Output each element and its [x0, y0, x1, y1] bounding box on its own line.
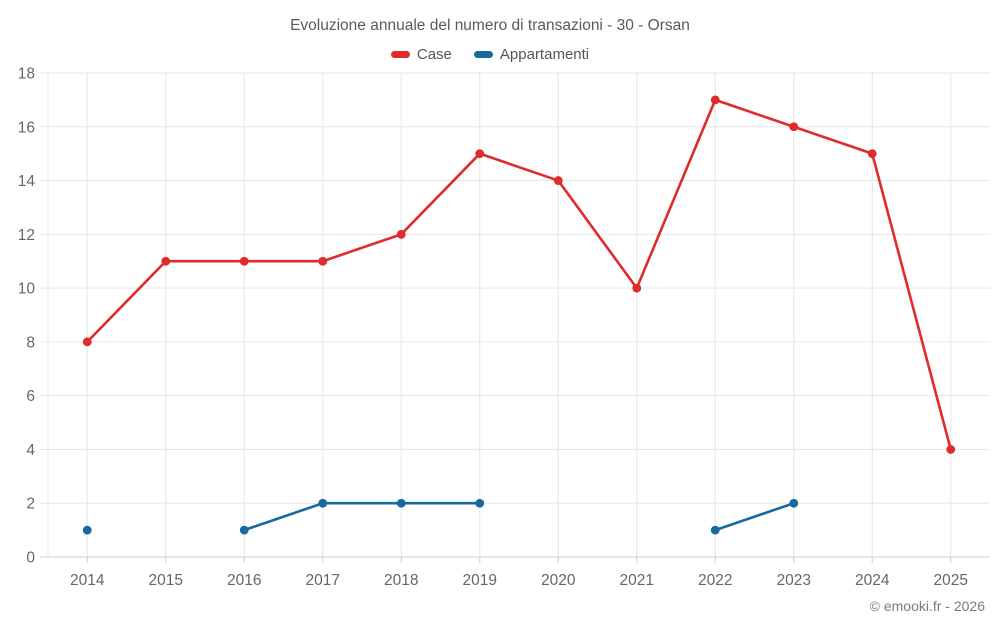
- legend-item-appartamenti[interactable]: Appartamenti: [473, 46, 590, 63]
- legend-item-case[interactable]: Case: [390, 46, 452, 63]
- series-point-appartamenti: [789, 498, 799, 508]
- x-tick-label: 2016: [227, 572, 261, 589]
- y-tick-label: 18: [18, 66, 35, 83]
- legend-swatch-icon: [473, 51, 493, 58]
- series-point-appartamenti: [396, 498, 406, 508]
- y-tick-label: 6: [26, 388, 35, 405]
- series-point-case: [161, 256, 171, 266]
- series-point-case: [82, 337, 92, 347]
- series-point-case: [710, 95, 720, 105]
- x-tick-label: 2024: [855, 572, 890, 589]
- series-point-case: [946, 445, 956, 454]
- series-point-case: [553, 176, 563, 185]
- x-tick-label: 2023: [777, 572, 811, 589]
- y-tick-label: 14: [18, 173, 36, 190]
- series-line-appartamenti: [713, 501, 796, 532]
- legend-item-label: Case: [416, 46, 452, 63]
- series-line-case: [85, 98, 953, 451]
- series-point-appartamenti: [239, 525, 249, 535]
- legend-swatch-icon: [390, 51, 410, 58]
- y-tick-label: 0: [26, 550, 35, 567]
- series-point-case: [789, 122, 799, 132]
- series-point-case: [475, 149, 485, 159]
- series-point-appartamenti: [475, 498, 485, 508]
- attribution: © emooki.fr - 2026: [869, 598, 985, 614]
- x-tick-label: 2014: [70, 572, 105, 589]
- x-tick-label: 2025: [934, 572, 968, 589]
- chart-title: Evoluzione annuale del numero di transaz…: [290, 17, 690, 34]
- x-tick-label: 2018: [384, 572, 418, 589]
- y-tick-label: 8: [26, 334, 35, 351]
- x-tick-label: 2022: [698, 572, 732, 589]
- x-tick-label: 2020: [541, 572, 576, 589]
- y-tick-label: 4: [26, 442, 35, 459]
- y-tick-label: 10: [18, 281, 36, 298]
- x-tick-label: 2015: [149, 572, 183, 589]
- x-tick-label: 2017: [306, 572, 340, 589]
- series-point-appartamenti: [710, 525, 720, 535]
- series-point-case: [239, 256, 249, 266]
- series-point-case: [632, 283, 642, 293]
- series-point-case: [867, 149, 877, 159]
- y-tick-label: 2: [26, 496, 35, 513]
- chart-legend: Case Appartamenti: [0, 46, 980, 63]
- series-point-appartamenti: [82, 525, 92, 535]
- y-tick-label: 16: [18, 119, 35, 136]
- x-tick-label: 2021: [620, 572, 654, 589]
- series-point-case: [396, 229, 406, 239]
- series-point-appartamenti: [318, 498, 328, 508]
- x-tick-label: 2019: [463, 572, 497, 589]
- series-point-case: [318, 256, 328, 266]
- y-tick-label: 12: [18, 227, 35, 244]
- legend-item-label: Appartamenti: [499, 46, 590, 63]
- series-line-appartamenti: [242, 501, 482, 532]
